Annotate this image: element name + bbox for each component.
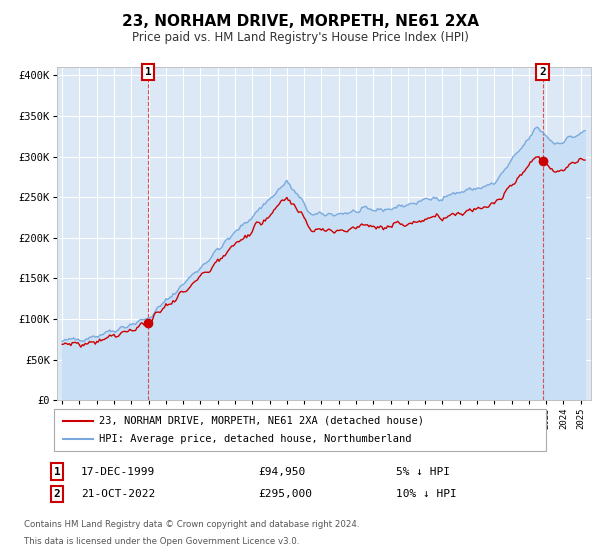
HPI: Average price, detached house, Northumberland: (2e+03, 7.26e+04): Average price, detached house, Northumbe…: [59, 338, 66, 345]
Text: 17-DEC-1999: 17-DEC-1999: [81, 466, 155, 477]
23, NORHAM DRIVE, MORPETH, NE61 2XA (detached house): [581, 157, 589, 164]
HPI: Average price, detached house, Northumberland: (2.02e+03, 2.46e+05): Average price, detached house, Northumbe…: [427, 197, 434, 203]
Line: 23, NORHAM DRIVE, MORPETH, NE61 2XA (detached house): 23, NORHAM DRIVE, MORPETH, NE61 2XA (det…: [62, 157, 585, 347]
23, NORHAM DRIVE, MORPETH, NE61 2XA (detached house): [59, 341, 66, 348]
HPI: Average price, detached house, Northumberland: (2e+03, 7.32e+04): Average price, detached house, Northumbe…: [79, 338, 86, 344]
Text: 5% ↓ HPI: 5% ↓ HPI: [396, 466, 450, 477]
HPI: Average price, detached house, Northumberland: (2.03e+03, 3.32e+05): Average price, detached house, Northumbe…: [581, 127, 589, 134]
23, NORHAM DRIVE, MORPETH, NE61 2XA (detached house): [129, 328, 136, 334]
Text: 1: 1: [145, 67, 151, 77]
23, NORHAM DRIVE, MORPETH, NE61 2XA (detached house): [535, 153, 542, 160]
Text: 2: 2: [53, 489, 61, 499]
HPI: Average price, detached house, Northumberland: (2e+03, 7.6e+04): Average price, detached house, Northumbe…: [66, 335, 73, 342]
HPI: Average price, detached house, Northumberland: (2e+03, 9.45e+04): Average price, detached house, Northumbe…: [129, 320, 136, 327]
Text: 2: 2: [539, 67, 546, 77]
Text: £295,000: £295,000: [258, 489, 312, 499]
Text: 23, NORHAM DRIVE, MORPETH, NE61 2XA: 23, NORHAM DRIVE, MORPETH, NE61 2XA: [121, 14, 479, 29]
23, NORHAM DRIVE, MORPETH, NE61 2XA (detached house): [77, 344, 85, 351]
23, NORHAM DRIVE, MORPETH, NE61 2XA (detached house): [80, 342, 88, 349]
Text: Contains HM Land Registry data © Crown copyright and database right 2024.: Contains HM Land Registry data © Crown c…: [24, 520, 359, 529]
23, NORHAM DRIVE, MORPETH, NE61 2XA (detached house): [66, 340, 73, 347]
Text: £94,950: £94,950: [258, 466, 305, 477]
23, NORHAM DRIVE, MORPETH, NE61 2XA (detached house): [427, 214, 434, 221]
HPI: Average price, detached house, Northumberland: (2e+03, 7.49e+04): Average price, detached house, Northumbe…: [61, 336, 68, 343]
HPI: Average price, detached house, Northumberland: (2.02e+03, 3.36e+05): Average price, detached house, Northumbe…: [534, 124, 541, 130]
Text: 23, NORHAM DRIVE, MORPETH, NE61 2XA (detached house): 23, NORHAM DRIVE, MORPETH, NE61 2XA (det…: [99, 416, 424, 426]
Text: Price paid vs. HM Land Registry's House Price Index (HPI): Price paid vs. HM Land Registry's House …: [131, 31, 469, 44]
HPI: Average price, detached house, Northumberland: (2e+03, 1.58e+05): Average price, detached house, Northumbe…: [193, 268, 200, 275]
HPI: Average price, detached house, Northumberland: (2e+03, 7.24e+04): Average price, detached house, Northumbe…: [80, 338, 88, 345]
Text: 1: 1: [53, 466, 61, 477]
23, NORHAM DRIVE, MORPETH, NE61 2XA (detached house): [193, 277, 200, 284]
Text: 10% ↓ HPI: 10% ↓ HPI: [396, 489, 457, 499]
Line: HPI: Average price, detached house, Northumberland: HPI: Average price, detached house, Nort…: [62, 127, 585, 342]
Text: This data is licensed under the Open Government Licence v3.0.: This data is licensed under the Open Gov…: [24, 537, 299, 546]
Text: 21-OCT-2022: 21-OCT-2022: [81, 489, 155, 499]
Text: HPI: Average price, detached house, Northumberland: HPI: Average price, detached house, Nort…: [99, 434, 412, 444]
23, NORHAM DRIVE, MORPETH, NE61 2XA (detached house): [61, 340, 68, 347]
